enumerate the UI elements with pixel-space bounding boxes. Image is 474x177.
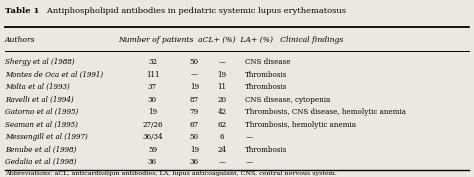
Text: Seaman et al (1995): Seaman et al (1995)	[5, 121, 78, 129]
Text: Shergy et al (1988): Shergy et al (1988)	[5, 58, 74, 66]
Text: Thrombosis: Thrombosis	[246, 71, 288, 79]
Text: 19: 19	[190, 83, 199, 91]
Text: 19: 19	[190, 145, 199, 154]
Text: Ravelli et al (1994): Ravelli et al (1994)	[5, 96, 73, 104]
Text: Abbreviations: aCL, anticardiolipin antibodies, LA, lupus anticoagulant, CNS, ce: Abbreviations: aCL, anticardiolipin anti…	[5, 171, 337, 176]
Text: Thrombosis: Thrombosis	[246, 83, 288, 91]
Text: Number of patients  aCL+ (%)  LA+ (%)   Clinical findings: Number of patients aCL+ (%) LA+ (%) Clin…	[118, 36, 344, 44]
Text: 27/26: 27/26	[142, 121, 163, 129]
Text: Benube et al (1998): Benube et al (1998)	[5, 145, 76, 154]
Text: 87: 87	[190, 96, 199, 104]
Text: Gedalia et al (1998): Gedalia et al (1998)	[5, 158, 76, 166]
Text: 62: 62	[218, 121, 227, 129]
Text: Thrombosis, hemolytic anemia: Thrombosis, hemolytic anemia	[246, 121, 356, 129]
Text: 24: 24	[218, 145, 227, 154]
Text: 36: 36	[190, 158, 199, 166]
Text: —: —	[219, 58, 226, 66]
Text: 36: 36	[148, 158, 157, 166]
Text: Thrombosis, CNS disease, hemolytic anemia: Thrombosis, CNS disease, hemolytic anemi…	[246, 108, 406, 116]
Text: Gatorno et al (1995): Gatorno et al (1995)	[5, 108, 78, 116]
Text: 67: 67	[190, 121, 199, 129]
Text: 30: 30	[148, 96, 157, 104]
Text: 50: 50	[190, 58, 199, 66]
Text: 111: 111	[146, 71, 159, 79]
Text: —: —	[191, 71, 198, 79]
Text: 50: 50	[190, 133, 199, 141]
Text: 42: 42	[218, 108, 227, 116]
Text: 79: 79	[190, 108, 199, 116]
Text: —: —	[246, 158, 253, 166]
Text: CNS disease, cytopenia: CNS disease, cytopenia	[246, 96, 330, 104]
Text: Table 1: Table 1	[5, 7, 39, 15]
Text: 19: 19	[218, 71, 227, 79]
Text: 20: 20	[218, 96, 227, 104]
Text: CNS disease: CNS disease	[246, 58, 291, 66]
Text: Messengill et al (1997): Messengill et al (1997)	[5, 133, 88, 141]
Text: Antiphospholipid antibodies in pediatric systemic lupus erythematosus: Antiphospholipid antibodies in pediatric…	[39, 7, 346, 15]
Text: Montes de Oca et al (1991): Montes de Oca et al (1991)	[5, 71, 103, 79]
Text: Thrombosis: Thrombosis	[246, 145, 288, 154]
Text: 36/34: 36/34	[142, 133, 163, 141]
Text: 6: 6	[220, 133, 225, 141]
Text: —: —	[246, 133, 253, 141]
Text: Molta et al (1993): Molta et al (1993)	[5, 83, 70, 91]
Text: 32: 32	[148, 58, 157, 66]
Text: —: —	[219, 158, 226, 166]
Text: Authors: Authors	[5, 36, 35, 44]
Text: 11: 11	[218, 83, 227, 91]
Text: 59: 59	[148, 145, 157, 154]
Text: 37: 37	[148, 83, 157, 91]
Text: 19: 19	[148, 108, 157, 116]
